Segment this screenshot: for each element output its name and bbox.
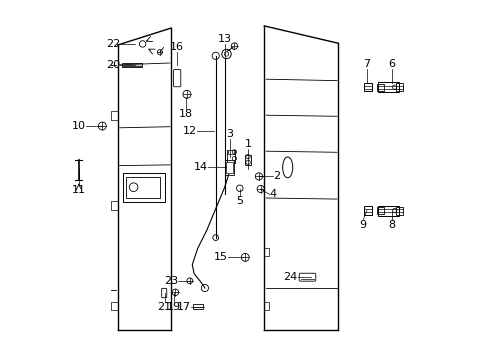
Text: 18: 18 — [179, 109, 193, 119]
Bar — [377, 82, 399, 92]
Text: 11: 11 — [72, 185, 86, 195]
Bar — [377, 84, 383, 91]
Text: 6: 6 — [388, 59, 395, 69]
Bar — [111, 201, 118, 210]
Text: 21: 21 — [157, 302, 171, 312]
Bar — [395, 83, 402, 91]
Text: 5: 5 — [236, 196, 243, 206]
Text: 10: 10 — [72, 121, 86, 131]
Bar — [111, 111, 118, 120]
Text: 24: 24 — [283, 272, 297, 282]
Text: 23: 23 — [164, 276, 178, 286]
Bar — [377, 207, 383, 214]
Text: 16: 16 — [170, 42, 184, 52]
Bar — [111, 302, 118, 310]
Bar — [377, 206, 399, 216]
Text: 13: 13 — [217, 34, 231, 44]
Text: 12: 12 — [183, 126, 197, 136]
Bar — [363, 206, 371, 215]
FancyBboxPatch shape — [162, 288, 166, 298]
Bar — [122, 63, 142, 67]
Bar — [126, 177, 160, 198]
Bar — [363, 83, 371, 91]
Text: 20: 20 — [106, 60, 120, 70]
Bar — [226, 150, 234, 163]
Text: 22: 22 — [106, 39, 121, 49]
Text: 3: 3 — [226, 129, 233, 139]
Bar — [395, 207, 402, 215]
FancyBboxPatch shape — [173, 69, 181, 87]
Bar — [224, 160, 233, 175]
Bar — [244, 155, 250, 165]
Text: 2: 2 — [273, 171, 280, 181]
Text: 4: 4 — [269, 189, 276, 199]
Text: 19: 19 — [167, 302, 181, 312]
Text: 8: 8 — [388, 220, 395, 230]
Bar — [225, 162, 232, 173]
Text: 7: 7 — [363, 59, 370, 69]
Text: 9: 9 — [359, 220, 366, 230]
FancyBboxPatch shape — [299, 273, 315, 281]
Text: 1: 1 — [244, 139, 251, 149]
Text: 17: 17 — [177, 302, 191, 312]
Bar — [263, 302, 269, 310]
Bar — [263, 248, 269, 256]
Bar — [192, 304, 203, 309]
Text: 15: 15 — [214, 252, 228, 262]
Bar — [227, 150, 234, 154]
Text: 14: 14 — [193, 162, 207, 172]
FancyBboxPatch shape — [122, 173, 165, 202]
